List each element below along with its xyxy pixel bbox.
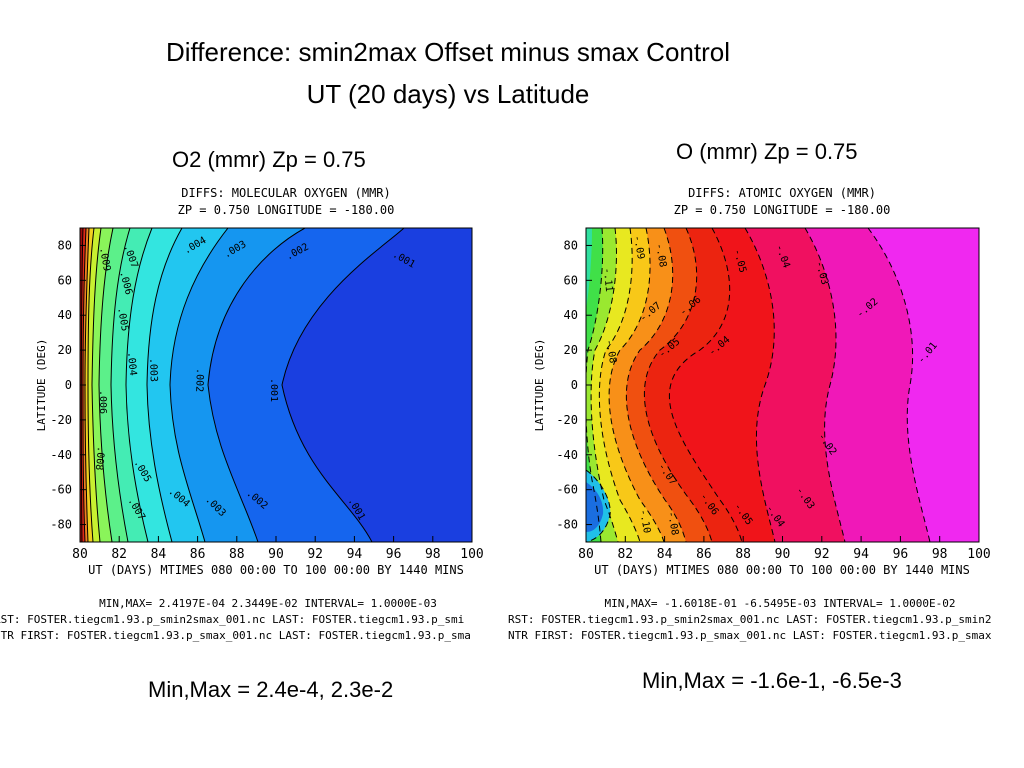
- contour-label: .004: [125, 351, 138, 376]
- y-tick-label: -20: [50, 413, 72, 427]
- left-filled-contours: .009 .007 .006 .005 .004 .003 .002 .001 …: [80, 228, 472, 542]
- contour-label: -.11: [601, 267, 614, 292]
- contour-label: -.08: [653, 243, 668, 269]
- y-tick-label: -60: [556, 483, 578, 497]
- y-tick-label: -60: [50, 483, 72, 497]
- contour-label: .008: [93, 446, 106, 471]
- x-tick-label: 98: [932, 547, 948, 562]
- band-m12: [586, 228, 592, 310]
- y-tick-label: 40: [564, 308, 578, 322]
- x-tick-label: 88: [735, 547, 751, 562]
- contour-label: .001: [268, 378, 279, 402]
- y-tick-label: 0: [65, 378, 72, 392]
- right-info-line: MIN,MAX= -1.6018E-01 -6.5495E-03 INTERVA…: [605, 597, 956, 610]
- y-tick-label: 80: [58, 238, 72, 252]
- x-tick-label: 86: [190, 547, 206, 562]
- right-file-line2: NTR FIRST: FOSTER.tiegcm1.93.p_smax_001.…: [508, 629, 992, 642]
- x-tick-label: 96: [893, 547, 909, 562]
- x-tick-label: 90: [775, 547, 791, 562]
- contour-label: -.10: [637, 509, 652, 535]
- x-tick-label: 90: [268, 547, 284, 562]
- y-tick-label: 40: [58, 308, 72, 322]
- right-axes: 80 82 84 86 88 90 92 94 96 98 100 80 60 40 20 0 -20 -40 -6…: [556, 238, 990, 562]
- o-contour-plot: DIFFS: ATOMIC OXYGEN (MMR) ZP = 0.750 LO…: [508, 186, 992, 642]
- right-file-line1: RST: FOSTER.tiegcm1.93.p_smin2smax_001.n…: [508, 613, 991, 626]
- contour-label: .005: [115, 307, 130, 333]
- y-tick-label: -80: [50, 518, 72, 532]
- right-plot-subtitle: ZP = 0.750 LONGITUDE = -180.00: [674, 203, 891, 217]
- left-xlabel: UT (DAYS) MTIMES 080 00:00 TO 100 00:00 …: [88, 563, 464, 577]
- x-tick-label: 94: [347, 547, 363, 562]
- o2-contour-plot: DIFFS: MOLECULAR OXYGEN (MMR) ZP = 0.750…: [0, 186, 484, 642]
- right-plot-title: DIFFS: ATOMIC OXYGEN (MMR): [688, 186, 876, 200]
- y-tick-label: 20: [564, 343, 578, 357]
- left-plot-title: DIFFS: MOLECULAR OXYGEN (MMR): [181, 186, 391, 200]
- y-tick-label: -20: [556, 413, 578, 427]
- left-minmax-caption: Min,Max = 2.4e-4, 2.3e-2: [148, 677, 394, 702]
- right-minmax-caption: Min,Max = -1.6e-1, -6.5e-3: [642, 668, 902, 693]
- contour-label: -.09: [631, 235, 646, 261]
- right-filled-contours: -.11 -.09 -.08 -.07 -.06 -.05 -.04 -.03 …: [586, 228, 979, 542]
- x-tick-label: 92: [307, 547, 323, 562]
- x-tick-label: 96: [386, 547, 402, 562]
- y-tick-label: 60: [564, 273, 578, 287]
- slide-title-line1: Difference: smin2max Offset minus smax C…: [165, 37, 730, 67]
- x-tick-label: 84: [657, 547, 673, 562]
- left-contour-lines: [80, 228, 405, 542]
- contour-label: -.08: [665, 511, 680, 537]
- slide-title-line2: UT (20 days) vs Latitude: [306, 79, 590, 109]
- contour-label: .003: [147, 358, 159, 382]
- x-tick-label: 84: [151, 547, 167, 562]
- left-info-line: MIN,MAX= 2.4197E-04 2.3449E-02 INTERVAL=…: [99, 597, 437, 610]
- left-file-line2: NTR FIRST: FOSTER.tiegcm1.93.p_smax_001.…: [0, 629, 471, 642]
- contour-label: .006: [97, 390, 108, 414]
- x-tick-label: 94: [853, 547, 869, 562]
- left-plot-subtitle: ZP = 0.750 LONGITUDE = -180.00: [178, 203, 395, 217]
- x-tick-label: 82: [617, 547, 633, 562]
- contour-label: -.08: [603, 339, 618, 365]
- contour-label: .009: [97, 247, 112, 273]
- left-ylabel: LATITUDE (DEG): [35, 339, 48, 432]
- x-tick-label: 86: [696, 547, 712, 562]
- contour-label: .002: [193, 368, 205, 392]
- x-tick-label: 92: [814, 547, 830, 562]
- x-tick-label: 88: [229, 547, 245, 562]
- x-tick-label: 100: [967, 547, 990, 562]
- x-tick-label: 82: [111, 547, 127, 562]
- band-m11: [586, 228, 603, 542]
- right-ylabel: LATITUDE (DEG): [533, 339, 546, 432]
- y-tick-label: -80: [556, 518, 578, 532]
- x-tick-label: 80: [72, 547, 88, 562]
- x-tick-label: 80: [578, 547, 594, 562]
- left-file-line1: RST: FOSTER.tiegcm1.93.p_smin2smax_001.n…: [0, 613, 464, 626]
- y-tick-label: 60: [58, 273, 72, 287]
- right-panel-title: O (mmr) Zp = 0.75: [676, 139, 858, 164]
- y-tick-label: -40: [556, 448, 578, 462]
- right-contour-lines: [586, 228, 931, 542]
- x-tick-label: 98: [425, 547, 441, 562]
- left-panel-title: O2 (mmr) Zp = 0.75: [172, 147, 366, 172]
- y-tick-label: 20: [58, 343, 72, 357]
- left-axes: 80 82 84 86 88 90 92 94 96 98 100 80 60 40 20 0 -20 -40 -6…: [50, 238, 483, 562]
- y-tick-label: 0: [571, 378, 578, 392]
- band-020: [80, 228, 83, 542]
- y-tick-label: -40: [50, 448, 72, 462]
- x-tick-label: 100: [460, 547, 483, 562]
- right-xlabel: UT (DAYS) MTIMES 080 00:00 TO 100 00:00 …: [594, 563, 970, 577]
- y-tick-label: 80: [564, 238, 578, 252]
